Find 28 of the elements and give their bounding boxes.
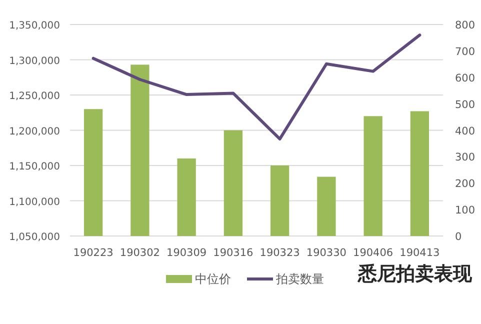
x-tick-label: 190223 — [73, 247, 114, 259]
y2-tick-label: 800 — [455, 20, 476, 32]
text: 悉尼拍卖表现 — [357, 263, 473, 285]
legend-label: 拍卖数量 — [275, 272, 324, 286]
x-tick-label: 190413 — [400, 247, 440, 259]
line-series — [92, 34, 422, 140]
y2-tick-label: 700 — [455, 46, 476, 58]
y-tick-label: 1,100,000 — [9, 196, 60, 208]
y2-tick-label: 300 — [455, 152, 476, 164]
y-tick-label: 1,050,000 — [9, 232, 60, 243]
y-tick-label: 1,350,000 — [9, 20, 60, 32]
y2-tick-label: 400 — [455, 125, 476, 138]
y-tick-label: 1,200,000 — [9, 126, 60, 138]
legend-label: 中位价 — [195, 272, 231, 286]
y2-tick-label: 500 — [455, 98, 476, 111]
y-tick-label: 1,250,000 — [9, 91, 60, 102]
x-tick-label: 190330 — [306, 247, 346, 259]
x-tick-label: 190406 — [353, 247, 394, 259]
y2-tick-label: 100 — [455, 204, 476, 217]
y2-tick-label: 0 — [455, 231, 462, 243]
y-tick-label: 1,300,000 — [9, 56, 60, 67]
x-tick-label: 190323 — [260, 247, 300, 259]
x-tick-label: 190302 — [120, 247, 160, 259]
x-tick-label: 190309 — [166, 247, 207, 259]
x-tick-label: 190316 — [213, 247, 254, 259]
y2-tick-label: 600 — [455, 72, 476, 84]
y2-tick-label: 200 — [455, 178, 476, 190]
y-tick-label: 1,150,000 — [9, 162, 60, 172]
